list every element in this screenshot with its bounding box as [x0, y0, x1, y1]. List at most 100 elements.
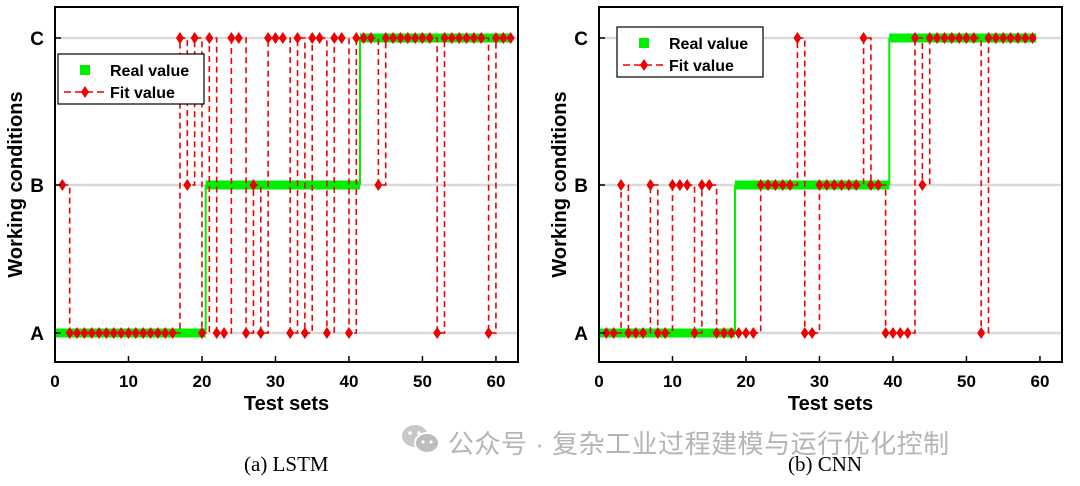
y-tick-label: C: [574, 29, 588, 50]
fit-value-point: [1028, 32, 1037, 44]
fit-value-point: [455, 32, 464, 44]
fit-value-point: [425, 32, 434, 44]
fit-value-point: [212, 327, 221, 339]
fit-value-point: [756, 179, 765, 191]
fit-value-point: [242, 327, 251, 339]
fit-value-point: [984, 32, 993, 44]
legend-real-label: Real value: [110, 63, 189, 80]
fit-value-point: [124, 327, 133, 339]
fit-value-point: [139, 327, 148, 339]
fit-value-point: [462, 32, 471, 44]
fit-value-point: [734, 327, 743, 339]
y-tick-label: B: [574, 176, 588, 197]
fit-value-point: [117, 327, 126, 339]
y-tick-label: B: [30, 176, 44, 197]
fit-value-point: [764, 179, 773, 191]
fit-value-point: [374, 179, 383, 191]
x-tick-label: 40: [884, 372, 903, 391]
fit-value-point: [668, 179, 677, 191]
watermark-text: 公众号 · 复杂工业过程建模与运行优化控制: [448, 429, 950, 459]
fit-value-point: [918, 179, 927, 191]
fit-value-point: [1006, 32, 1015, 44]
x-tick-label: 30: [810, 372, 829, 391]
fit-value-point: [322, 327, 331, 339]
fit-value-point: [866, 179, 875, 191]
legend-box: [57, 53, 205, 105]
fit-value-point: [741, 327, 750, 339]
fit-value-point: [977, 327, 986, 339]
fit-value-point: [131, 327, 140, 339]
fit-value-point: [881, 327, 890, 339]
fit-value-point: [778, 179, 787, 191]
fit-value-point: [690, 327, 699, 339]
caption-lstm: (a) LSTM: [244, 452, 329, 476]
x-tick-label: 60: [486, 372, 505, 391]
fit-value-point: [411, 32, 420, 44]
caption-cnn: (b) CNN: [788, 452, 863, 476]
y-tick-label: A: [30, 324, 44, 345]
fit-value-point: [264, 32, 273, 44]
fit-value-point: [749, 327, 758, 339]
fit-value-point: [359, 32, 368, 44]
fit-value-point: [675, 179, 684, 191]
fit-value-point: [624, 327, 633, 339]
fit-value-point: [484, 327, 493, 339]
wechat-icon: [402, 425, 440, 454]
fit-value-point: [161, 327, 170, 339]
fit-value-point: [396, 32, 405, 44]
fit-value-point: [249, 179, 258, 191]
x-tick-label: 50: [957, 372, 976, 391]
fit-value-point: [683, 179, 692, 191]
legend-fit-label: Fit value: [669, 58, 734, 75]
fit-value-point: [903, 327, 912, 339]
y-tick-label: C: [30, 29, 44, 50]
fit-value-point: [389, 32, 398, 44]
fit-value-point: [639, 327, 648, 339]
fit-value-point: [896, 327, 905, 339]
fit-value-point: [653, 327, 662, 339]
fit-value-point: [962, 32, 971, 44]
fit-value-point: [80, 327, 89, 339]
fit-value-point: [337, 32, 346, 44]
fit-value-point: [727, 327, 736, 339]
x-tick-label: 30: [266, 372, 285, 391]
fit-value-point: [617, 179, 626, 191]
fit-value-point: [719, 327, 728, 339]
x-tick-label: 40: [340, 372, 359, 391]
fit-value-point: [940, 32, 949, 44]
fit-value-point: [491, 32, 500, 44]
fit-value-point: [911, 32, 920, 44]
x-tick-label: 10: [663, 372, 682, 391]
fit-value-point: [800, 327, 809, 339]
fit-value-point: [844, 179, 853, 191]
fit-value-point: [815, 179, 824, 191]
y-axis-label: Working conditions: [5, 91, 27, 277]
fit-value-point: [852, 179, 861, 191]
fit-value-point: [933, 32, 942, 44]
fit-value-point: [947, 32, 956, 44]
fit-value-point: [925, 32, 934, 44]
x-tick-label: 10: [119, 372, 138, 391]
fit-value-point: [403, 32, 412, 44]
x-tick-label: 0: [594, 372, 603, 391]
fit-value-point: [153, 327, 162, 339]
legend-real-swatch: [639, 38, 649, 48]
fit-value-point: [955, 32, 964, 44]
fit-value-point: [771, 179, 780, 191]
fit-value-point: [631, 327, 640, 339]
x-tick-label: 20: [193, 372, 212, 391]
fit-value-point: [697, 179, 706, 191]
fit-value-point: [286, 327, 295, 339]
fit-value-point: [330, 32, 339, 44]
fit-value-point: [308, 32, 317, 44]
fit-value-point: [859, 32, 868, 44]
fit-value-point: [705, 179, 714, 191]
fit-value-point: [609, 327, 618, 339]
fit-value-point: [786, 179, 795, 191]
fit-value-point: [822, 179, 831, 191]
fit-value-point: [418, 32, 427, 44]
fit-value-point: [433, 327, 442, 339]
fit-value-point: [87, 327, 96, 339]
fit-value-point: [888, 327, 897, 339]
fit-value-point: [499, 32, 508, 44]
